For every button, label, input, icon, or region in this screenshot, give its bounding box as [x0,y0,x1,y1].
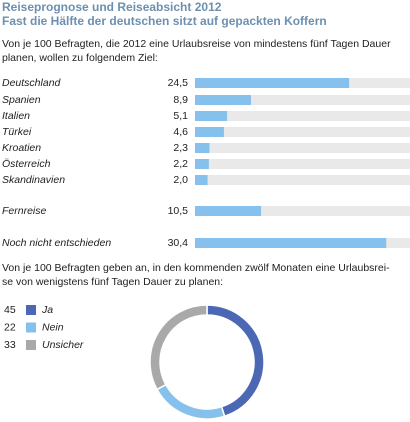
value-label: 24,5 [168,77,189,89]
bar-track [195,111,410,121]
question-line: se von wenigstens fünf Tagen Dauer zu pl… [2,276,223,288]
bar-track [195,127,410,137]
legend-value: 33 [4,339,16,351]
bar [195,159,209,169]
donut-segment [149,304,208,391]
bar-track [195,206,410,216]
legend-label: Unsicher [42,339,84,351]
category-label: Österreich [2,158,51,170]
bar [195,143,210,153]
category-label: Spanien [2,94,41,106]
value-label: 30,4 [168,237,189,249]
category-label: Deutschland [2,77,62,89]
value-label: 5,1 [173,110,188,122]
bar [195,206,262,216]
bar-track [195,159,410,169]
value-label: 2,0 [173,174,188,186]
subtitle: Fast die Hälfte der deutschen sitzt auf … [2,14,327,28]
category-label: Kroatien [2,142,41,154]
category-label: Noch nicht entschieden [2,237,111,249]
value-label: 4,6 [173,126,188,138]
value-label: 2,2 [173,158,188,170]
bar [195,175,208,185]
category-label: Türkei [2,126,32,138]
value-label: 2,3 [173,142,188,154]
value-label: 8,9 [173,94,188,106]
legend-swatch [26,305,36,315]
bar-track [195,175,410,185]
donut-segment [206,304,265,418]
bar [195,78,350,88]
question-line: Von je 100 Befragten geben an, in den ko… [2,262,390,274]
legend-value: 45 [4,304,16,316]
intro-line: planen, wollen zu folgendem Ziel: [2,52,158,64]
intro-line: Von je 100 Befragten, die 2012 eine Urla… [2,38,391,50]
bar-track [195,143,410,153]
category-label: Fernreise [2,205,47,217]
legend-swatch [26,340,36,350]
category-label: Italien [2,110,30,122]
legend-swatch [26,322,36,333]
bar [195,127,224,137]
bar [195,238,387,248]
legend-value: 22 [4,321,16,333]
bar [195,95,251,105]
value-label: 10,5 [168,205,189,217]
donut-segment [156,383,226,420]
bar-track [195,95,410,105]
legend-label: Nein [42,321,64,333]
title: Reiseprognose und Reiseabsicht 2012 [2,0,222,14]
legend-label: Ja [41,304,53,316]
bar [195,111,228,121]
category-label: Skandinavien [2,174,65,186]
